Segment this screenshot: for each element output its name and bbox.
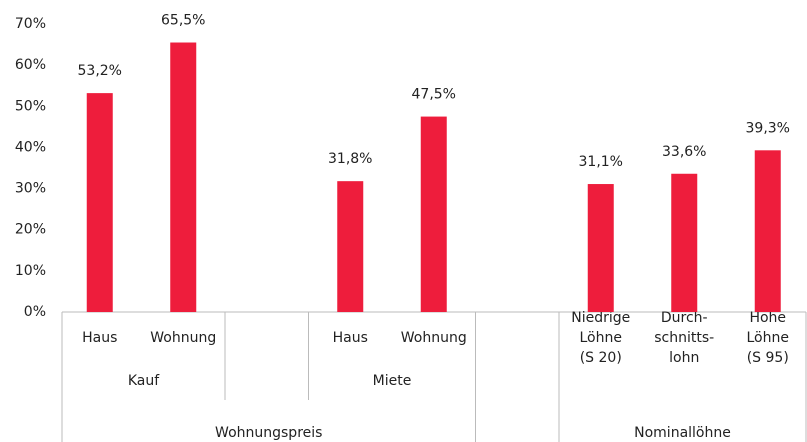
x-tick-label: Haus <box>333 330 368 346</box>
value-label: 31,1% <box>579 154 623 170</box>
bar <box>337 181 364 312</box>
value-label: 65,5% <box>161 13 205 29</box>
y-tick-label: 60% <box>15 57 46 73</box>
value-label: 39,3% <box>746 120 790 136</box>
y-tick-label: 70% <box>15 16 46 32</box>
x-tick-label: Wohnung <box>150 330 216 346</box>
x-tick-label: Durch-schnitts-lohn <box>654 310 714 366</box>
bar <box>420 116 447 312</box>
bar <box>170 42 197 313</box>
y-tick-label: 30% <box>15 181 46 197</box>
group-label: Wohnungspreis <box>215 425 322 441</box>
y-tick-label: 20% <box>15 222 46 238</box>
x-tick-label: Haus <box>82 330 117 346</box>
x-tick-label: Niedrige Löhne (S 20) <box>571 310 630 366</box>
bar <box>754 150 781 312</box>
y-tick-label: 0% <box>24 304 46 320</box>
value-label: 53,2% <box>78 63 122 79</box>
value-label: 31,8% <box>328 151 372 167</box>
bar <box>671 173 698 312</box>
bar <box>86 93 113 313</box>
group-label: Nominallöhne <box>634 425 731 441</box>
value-label: 33,6% <box>662 144 706 160</box>
y-tick-label: 50% <box>15 98 46 114</box>
x-tick-label: Hohe Löhne (S 95) <box>747 310 789 366</box>
y-tick-label: 10% <box>15 263 46 279</box>
value-label: 47,5% <box>412 87 456 103</box>
bar <box>587 184 614 312</box>
x-tick-label: Wohnung <box>401 330 467 346</box>
y-tick-label: 40% <box>15 139 46 155</box>
group-label: Miete <box>373 373 412 389</box>
group-label: Kauf <box>128 373 160 389</box>
